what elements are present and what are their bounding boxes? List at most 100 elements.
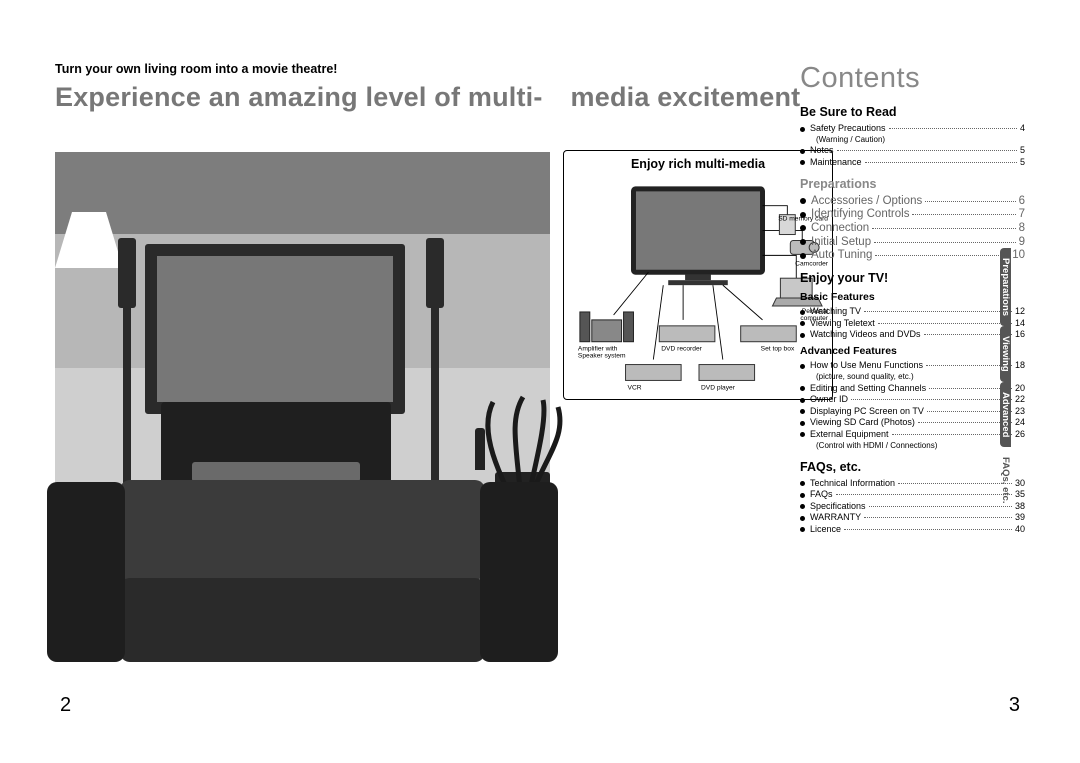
bullet-icon [800, 127, 805, 132]
side-tab[interactable]: Viewing [1000, 326, 1011, 382]
toc-line: Connection 8 [800, 222, 1025, 234]
toc-page: 4 [1020, 123, 1025, 133]
living-room-illustration [55, 152, 550, 662]
side-tab[interactable]: Preparations [1000, 248, 1011, 326]
toc-label: Licence [810, 524, 841, 534]
bullet-icon [800, 504, 805, 509]
toc-note: (picture, sound quality, etc.) [816, 372, 1025, 381]
toc-label: Connection [811, 222, 869, 234]
toc-label: Viewing SD Card (Photos) [810, 417, 915, 427]
toc-line: Watching Videos and DVDs16 [800, 329, 1025, 339]
side-tab[interactable]: Advanced [1000, 382, 1011, 447]
side-tab[interactable]: FAQs, etc. [1000, 447, 1011, 513]
toc-label: Watching TV [810, 306, 861, 316]
toc-line: Licence 40 [800, 524, 1025, 534]
bullet-icon [800, 333, 805, 338]
toc-label: Maintenance [810, 157, 862, 167]
bullet-icon [800, 212, 806, 218]
inset-title: Enjoy rich multi-media [564, 157, 832, 171]
toc-label: Technical Information [810, 478, 895, 488]
bullet-icon [800, 386, 805, 391]
page-number-right: 3 [1009, 694, 1020, 717]
toc-line: Auto Tuning10 [800, 249, 1025, 261]
bullet-icon [800, 481, 805, 486]
label-stb: Set top box [761, 346, 795, 353]
toc-line: Viewing SD Card (Photos)24 [800, 417, 1025, 427]
toc-note: (Warning / Caution) [816, 135, 1025, 144]
label-vcr: VCR [628, 384, 642, 391]
toc-line: External Equipment26 [800, 429, 1025, 439]
bullet-icon [800, 198, 806, 204]
toc-line: How to Use Menu Functions18 [800, 360, 1025, 370]
toc-line: Owner ID22 [800, 394, 1025, 404]
bullet-icon [800, 364, 805, 369]
couch-icon [55, 472, 550, 662]
toc-page: 6 [1019, 195, 1025, 207]
toc-line: WARRANTY 39 [800, 512, 1025, 522]
label-amp-1: Amplifier with [578, 346, 618, 353]
toc-label: Viewing Teletext [810, 318, 875, 328]
toc-label: Identifying Controls [811, 208, 909, 220]
manual-spread: Turn your own living room into a movie t… [55, 62, 1025, 717]
bullet-icon [800, 432, 805, 437]
bullet-icon [800, 225, 806, 231]
toc-page: 39 [1015, 512, 1025, 522]
toc-label: How to Use Menu Functions [810, 360, 923, 370]
toc-label: Watching Videos and DVDs [810, 329, 921, 339]
multimedia-inset: Enjoy rich multi-media SD memory card [563, 150, 833, 400]
toc-line: Notes 5 [800, 145, 1025, 155]
section-title: Be Sure to Read [800, 105, 1025, 119]
toc-label: Owner ID [810, 394, 848, 404]
toc-label: Displaying PC Screen on TV [810, 406, 924, 416]
bullet-icon [800, 253, 806, 259]
tv-icon [145, 244, 405, 414]
section-title: Enjoy your TV! [800, 271, 1025, 285]
toc-label: Specifications [810, 501, 866, 511]
bullet-icon [800, 149, 805, 154]
toc-note: (Control with HDMI / Connections) [816, 441, 1025, 450]
toc-label: Accessories / Options [811, 195, 922, 207]
bullet-icon [800, 310, 805, 315]
toc-label: FAQs [810, 489, 833, 499]
toc-label: Initial Setup [811, 236, 871, 248]
bullet-icon [800, 321, 805, 326]
toc-label: Editing and Setting Channels [810, 383, 926, 393]
section-title: FAQs, etc. [800, 460, 1025, 474]
toc-line: Maintenance5 [800, 157, 1025, 167]
toc-page: 7 [1019, 208, 1025, 220]
toc-line: Viewing Teletext14 [800, 318, 1025, 328]
side-tabs: PreparationsViewingAdvancedFAQs, etc. [1000, 248, 1030, 514]
bullet-icon [800, 421, 805, 426]
toc-label: WARRANTY [810, 512, 861, 522]
contents-panel: Contents Be Sure to Read Safety Precautio… [800, 62, 1025, 535]
toc-page: 40 [1015, 524, 1025, 534]
section-title: Preparations [800, 177, 1025, 191]
toc-line: Editing and Setting Channels20 [800, 383, 1025, 393]
toc-line: Watching TV12 [800, 306, 1025, 316]
toc-page: 5 [1020, 145, 1025, 155]
bullet-icon [800, 239, 806, 245]
toc-line: Safety Precautions 4 [800, 123, 1025, 133]
toc-line: Accessories / Options 6 [800, 195, 1025, 207]
toc-line: Initial Setup 9 [800, 236, 1025, 248]
toc-label: Safety Precautions [810, 123, 886, 133]
page-number-left: 2 [60, 694, 71, 717]
toc-line: Specifications38 [800, 501, 1025, 511]
bullet-icon [800, 398, 805, 403]
toc-line: Technical Information30 [800, 478, 1025, 488]
label-dvdplay: DVD player [701, 384, 736, 391]
toc-label: Notes [810, 145, 834, 155]
bullet-icon [800, 527, 805, 532]
bullet-icon [800, 516, 805, 521]
contents-heading: Contents [800, 62, 1025, 95]
toc-line: Displaying PC Screen on TV23 [800, 406, 1025, 416]
headline-part-a: Experience an amazing level of multi- [55, 82, 543, 112]
toc-page: 8 [1019, 222, 1025, 234]
toc-label: Auto Tuning [811, 249, 872, 261]
toc-line: FAQs35 [800, 489, 1025, 499]
subsection-title: Basic Features [800, 291, 1025, 303]
toc-page: 9 [1019, 236, 1025, 248]
label-amp-2: Speaker system [578, 353, 626, 360]
label-dvdrec: DVD recorder [661, 346, 702, 353]
bullet-icon [800, 409, 805, 414]
